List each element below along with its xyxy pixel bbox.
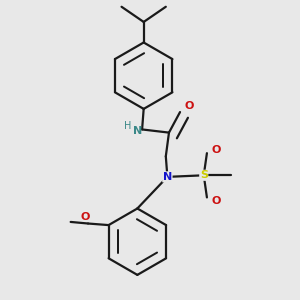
Text: O: O [211,145,220,155]
Text: N: N [163,172,172,182]
Text: O: O [211,196,220,206]
Text: O: O [80,212,90,222]
Text: H: H [124,121,132,131]
Text: O: O [184,101,194,111]
Text: S: S [200,170,208,180]
Text: N: N [133,126,142,136]
